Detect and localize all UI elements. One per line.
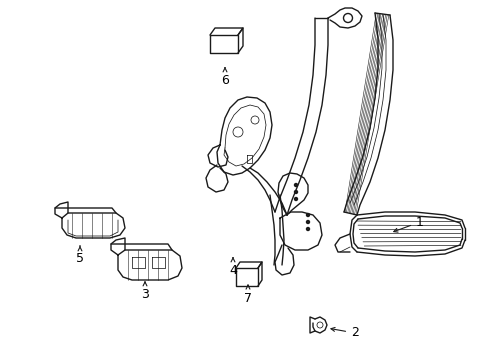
Circle shape xyxy=(294,184,297,186)
Text: 6: 6 xyxy=(221,68,228,86)
Text: 2: 2 xyxy=(330,327,358,339)
Text: 7: 7 xyxy=(244,285,251,305)
Circle shape xyxy=(306,220,309,224)
Text: 5: 5 xyxy=(76,246,84,265)
Circle shape xyxy=(306,228,309,230)
Circle shape xyxy=(294,198,297,201)
Text: 4: 4 xyxy=(228,258,237,276)
Circle shape xyxy=(306,213,309,216)
Circle shape xyxy=(294,190,297,194)
Text: 3: 3 xyxy=(141,282,149,302)
Text: 1: 1 xyxy=(393,216,423,232)
